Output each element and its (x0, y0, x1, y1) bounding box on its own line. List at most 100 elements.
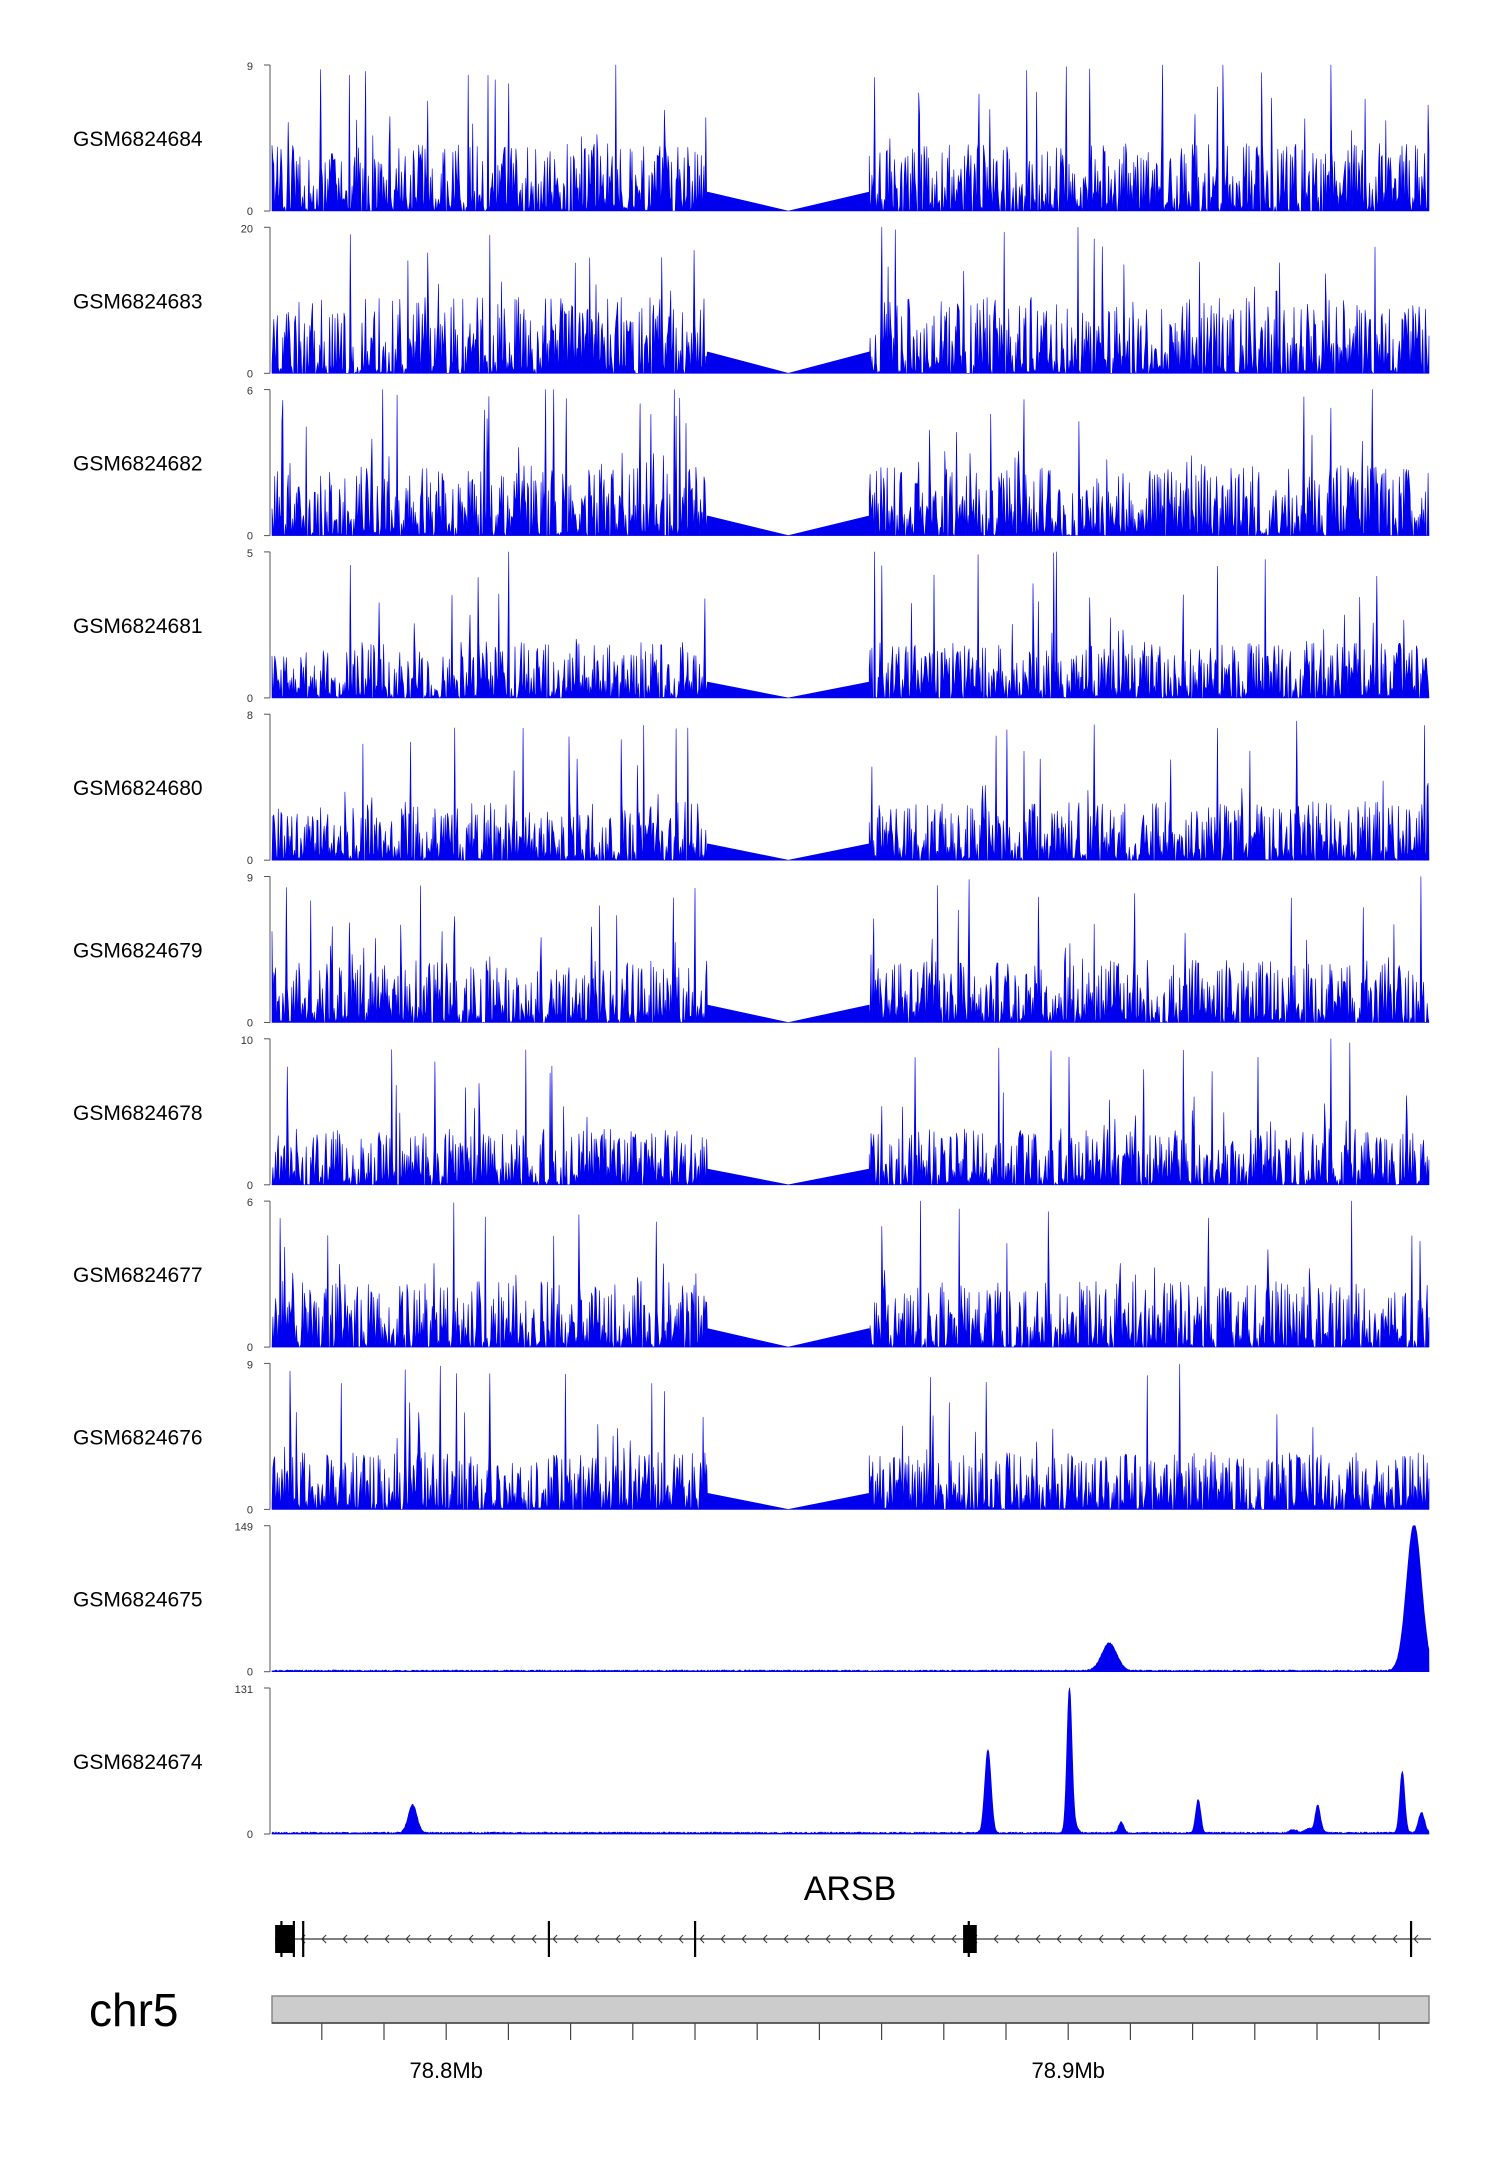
strand-arrow (867, 1934, 873, 1944)
strand-arrow (1077, 1934, 1083, 1944)
gene-exon (967, 1921, 970, 1957)
gene-exon (280, 1921, 283, 1957)
track-label: GSM6824679 (73, 940, 203, 963)
track-label: GSM6824684 (73, 128, 203, 151)
strand-arrow (1371, 1934, 1377, 1944)
signal-area (271, 876, 1430, 1023)
y-axis-max-label: 5 (247, 548, 253, 560)
y-axis-min-label: 0 (247, 206, 253, 218)
track-label: GSM6824674 (73, 1751, 203, 1774)
chromosome-label: chr5 (89, 1984, 178, 2036)
signal-area (271, 64, 1430, 212)
strand-arrow (594, 1934, 600, 1944)
track-label: GSM6824681 (73, 615, 203, 638)
strand-arrow (531, 1934, 537, 1944)
strand-arrow (1161, 1934, 1167, 1944)
strand-arrow (1182, 1934, 1188, 1944)
strand-arrow (1350, 1934, 1356, 1944)
signal-area (271, 1525, 1430, 1673)
track-GSM6824674: GSM6824674 131 0 (73, 1684, 1430, 1841)
strand-arrow (573, 1934, 579, 1944)
signal-area (271, 389, 1430, 536)
signal-tracks: GSM682468490GSM6824683200GSM682468260GSM… (73, 61, 1430, 1841)
y-axis-max-label: 9 (247, 61, 253, 73)
y-axis-min-label: 0 (247, 531, 253, 543)
strand-arrow (888, 1934, 894, 1944)
gene-exon (693, 1921, 697, 1957)
strand-arrow (762, 1934, 768, 1944)
strand-arrow (426, 1934, 432, 1944)
strand-arrow (468, 1934, 474, 1944)
gene-exon (292, 1921, 295, 1957)
y-axis-min-label: 0 (247, 1829, 253, 1841)
strand-arrow (741, 1934, 747, 1944)
strand-arrow (1245, 1934, 1251, 1944)
signal-area (271, 1363, 1430, 1510)
strand-arrow (993, 1934, 999, 1944)
y-axis-min-label: 0 (247, 1018, 253, 1030)
strand-arrow (363, 1934, 369, 1944)
signal-area (271, 1038, 1430, 1186)
track-label: GSM6824683 (73, 290, 203, 313)
strand-arrow (342, 1934, 348, 1944)
track-label: GSM6824680 (73, 777, 203, 800)
strand-arrow (1098, 1934, 1104, 1944)
track-label: GSM6824676 (73, 1426, 203, 1449)
y-axis-max-label: 8 (247, 710, 253, 722)
signal-area (271, 1687, 1430, 1835)
track-GSM6824677: GSM6824677 6 0 (73, 1197, 1430, 1354)
axis-ticks: 78.8Mb 78.9Mb (321, 2023, 1380, 2083)
gene-exon (963, 1925, 977, 1953)
y-axis-min-label: 0 (247, 1180, 253, 1192)
strand-arrow (846, 1934, 852, 1944)
strand-arrow (384, 1934, 390, 1944)
strand-arrow (1392, 1934, 1398, 1944)
track-GSM6824682: GSM6824682 6 0 (73, 386, 1430, 543)
strand-arrow (1203, 1934, 1209, 1944)
track-GSM6824684: GSM6824684 9 0 (73, 61, 1430, 218)
track-label: GSM6824675 (73, 1589, 203, 1612)
y-axis-max-label: 9 (247, 873, 253, 885)
strand-arrow (1413, 1934, 1419, 1944)
track-label: GSM6824682 (73, 453, 203, 476)
strand-arrow (1329, 1934, 1335, 1944)
track-GSM6824675: GSM6824675 149 0 (73, 1522, 1430, 1679)
y-axis-min-label: 0 (247, 693, 253, 705)
strand-arrow (1224, 1934, 1230, 1944)
y-axis-min-label: 0 (247, 1342, 253, 1354)
strand-arrow (930, 1934, 936, 1944)
y-axis-min-label: 0 (247, 1667, 253, 1679)
strand-arrow (1035, 1934, 1041, 1944)
signal-area (271, 227, 1430, 374)
strand-arrow (804, 1934, 810, 1944)
strand-arrow (951, 1934, 957, 1944)
strand-arrow (552, 1934, 558, 1944)
strand-arrow (1266, 1934, 1272, 1944)
y-axis-max-label: 9 (247, 1359, 253, 1371)
gene-label: ARSB (804, 1870, 897, 1908)
y-axis-max-label: 20 (241, 223, 253, 235)
axis-tick-label: 78.8Mb (410, 2058, 483, 2083)
axis-tick-label: 78.9Mb (1032, 2058, 1105, 2083)
strand-arrow (825, 1934, 831, 1944)
strand-arrow (699, 1934, 705, 1944)
track-GSM6824681: GSM6824681 5 0 (73, 548, 1430, 705)
strand-arrow (447, 1934, 453, 1944)
signal-area (271, 551, 1430, 699)
chromosome-ideogram: chr5 (89, 1984, 1430, 2036)
strand-arrow (1119, 1934, 1125, 1944)
y-axis-max-label: 149 (235, 1522, 253, 1534)
gene-model (275, 1921, 1431, 1957)
y-axis-max-label: 10 (241, 1035, 253, 1047)
signal-area (271, 720, 1430, 861)
track-GSM6824683: GSM6824683 20 0 (73, 223, 1430, 380)
gene-track: ARSB (275, 1870, 1431, 1957)
strand-arrow (321, 1934, 327, 1944)
y-axis-max-label: 131 (235, 1684, 253, 1696)
strand-arrow (1056, 1934, 1062, 1944)
strand-arrow (909, 1934, 915, 1944)
strand-arrow (678, 1934, 684, 1944)
y-axis-min-label: 0 (247, 855, 253, 867)
signal-area (271, 1200, 1430, 1348)
